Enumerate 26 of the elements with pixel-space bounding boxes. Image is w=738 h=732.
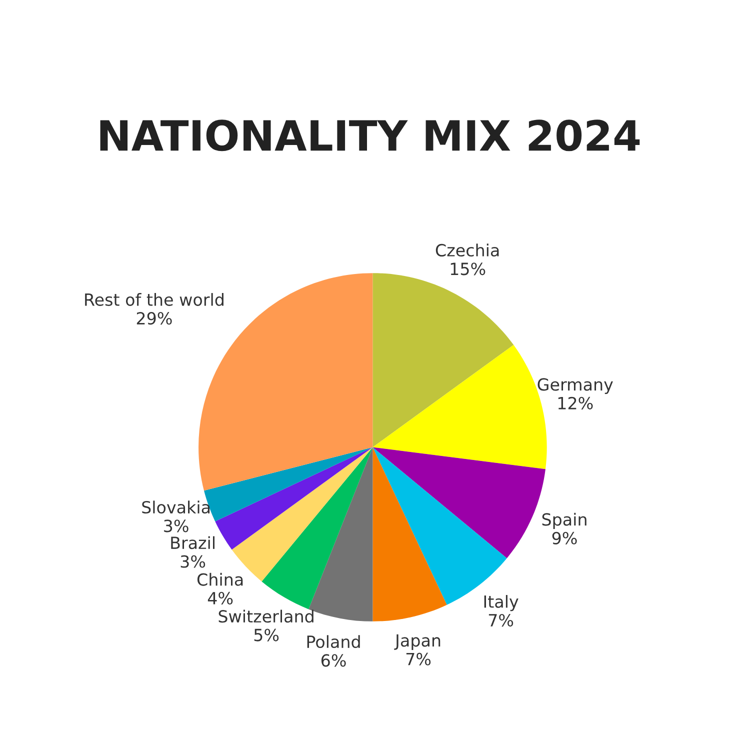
slice-label: Brazil <box>171 536 214 550</box>
slice-label: Poland <box>307 635 360 648</box>
data-label: 12% <box>558 396 593 410</box>
slice-label: Czechia <box>436 244 499 257</box>
pie-slice <box>372 447 447 622</box>
data-label: 4% <box>208 592 233 604</box>
data-label: 7% <box>406 652 431 666</box>
data-label: 3% <box>164 520 188 532</box>
slice-label: Rest of the world <box>85 293 224 306</box>
data-label: 15% <box>450 262 486 276</box>
data-label: 29% <box>136 312 172 325</box>
data-label: 6% <box>321 654 346 667</box>
slice-label: Slovakia <box>142 500 210 514</box>
slice-label: Germany <box>538 378 613 394</box>
slice-label: Switzerland <box>218 610 314 623</box>
data-label: 7% <box>488 614 514 627</box>
data-label: 5% <box>254 628 279 642</box>
slice-label: Spain <box>542 512 586 529</box>
pie-slice <box>262 447 373 610</box>
slice-label: China <box>197 572 243 586</box>
pie-slice <box>215 447 373 550</box>
slice-label: Japan <box>394 634 440 650</box>
chart-title: NATIONALITY MIX 2024 <box>100 120 640 152</box>
slice-label: Italy <box>484 595 518 612</box>
data-label: 3% <box>180 555 206 568</box>
data-label: 9% <box>552 532 577 544</box>
